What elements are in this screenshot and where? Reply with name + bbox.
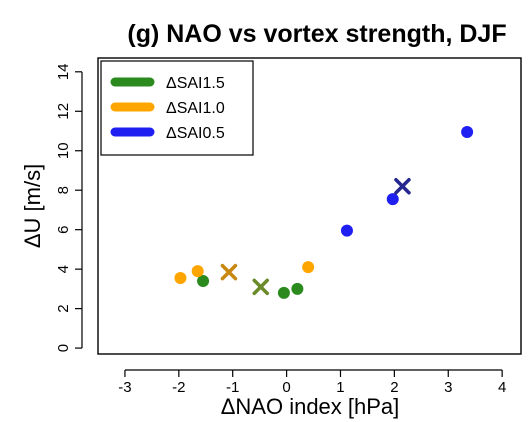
x-tick-label: -3: [118, 379, 131, 396]
x-tick-label: 1: [336, 379, 344, 396]
x-tick-label: 4: [498, 379, 506, 396]
mean-marker-stroke: [220, 263, 238, 281]
x-axis: -3 -2 -1 0 1 2 3 4: [118, 369, 506, 396]
plot-area-frame: [97, 57, 522, 355]
y-tick-label: 4: [55, 265, 72, 273]
data-point: [461, 126, 474, 138]
mean-marker: [220, 263, 238, 281]
x-tick-label: -1: [226, 379, 239, 396]
x-tick-label: -2: [172, 379, 185, 396]
chart-title: (g) NAO vs vortex strength, DJF: [127, 20, 506, 48]
y-axis-label: ΔU [m/s]: [20, 164, 45, 248]
y-tick-label: 14: [55, 63, 72, 80]
data-point: [302, 261, 315, 274]
y-tick-label: 2: [55, 304, 72, 312]
data-point: [340, 224, 353, 237]
data-point: [197, 274, 210, 287]
y-tick-label: 10: [55, 142, 72, 159]
y-tick-label: 6: [55, 226, 72, 234]
y-axis: 0 2 4 6 8 10 12 14: [55, 63, 83, 352]
mean-marker-stroke: [394, 178, 411, 195]
mean-marker-stroke: [252, 278, 269, 296]
legend-label: ΔSAI1.0: [166, 100, 225, 117]
legend: ΔSAI1.5 ΔSAI1.0 ΔSAI0.5: [100, 60, 254, 156]
data-point: [291, 282, 304, 295]
y-tick-label: 8: [55, 186, 72, 194]
data-point: [277, 286, 290, 299]
y-tick-label: 12: [55, 103, 72, 120]
mean-marker: [394, 178, 411, 195]
data-points: [174, 126, 474, 299]
x-tick-label: 3: [444, 379, 452, 396]
data-point: [191, 265, 204, 278]
data-point: [174, 272, 187, 285]
mean-marker: [252, 278, 269, 296]
x-tick-label: 0: [282, 379, 290, 396]
legend-label: ΔSAI1.5: [166, 75, 225, 92]
legend-label: ΔSAI0.5: [166, 125, 225, 142]
y-tick-label: 0: [55, 344, 72, 352]
data-point: [386, 193, 399, 206]
x-tick-label: 2: [390, 379, 398, 396]
x-axis-label: ΔNAO index [hPa]: [221, 394, 400, 419]
